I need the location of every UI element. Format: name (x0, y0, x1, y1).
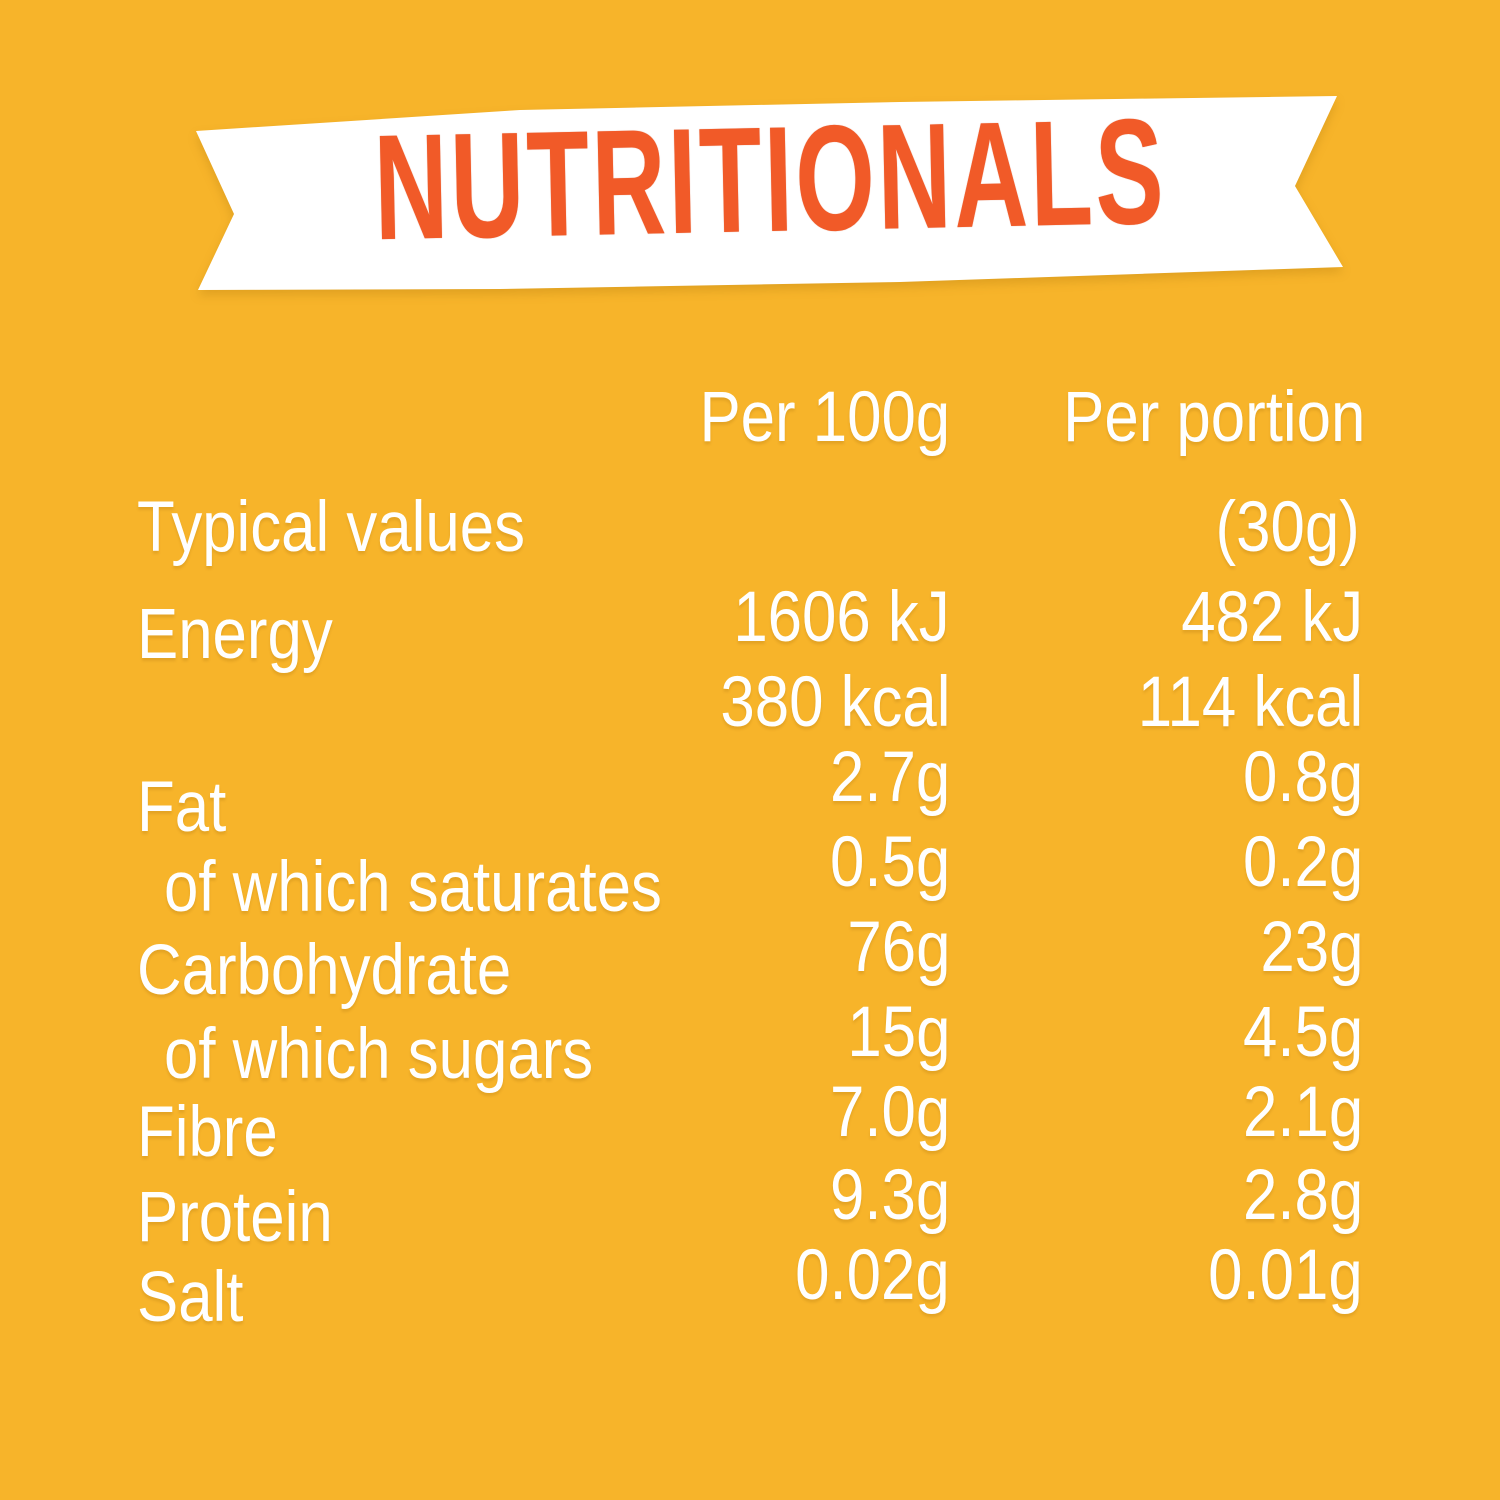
row-label-carbohydrate: Carbohydrate (137, 931, 512, 1010)
value-protein-per-portion: 2.8g (1242, 1156, 1363, 1235)
column-header-per-100g: Per 100g (699, 378, 950, 457)
value-sugars-per-100g: 15g (846, 993, 950, 1072)
value-energy-kcal-per-portion: 114 kcal (1137, 663, 1363, 742)
ribbon-shape (196, 96, 1343, 290)
portion-size: (30g) (1215, 488, 1360, 567)
column-header-per-portion: Per portion (1062, 378, 1365, 457)
value-fat-per-portion: 0.8g (1242, 738, 1363, 817)
value-carbohydrate-per-100g: 76g (846, 908, 950, 987)
value-fibre-per-100g: 7.0g (829, 1073, 950, 1152)
row-label-protein: Protein (137, 1178, 333, 1257)
value-carbohydrate-per-portion: 23g (1259, 908, 1363, 987)
value-protein-per-100g: 9.3g (829, 1156, 950, 1235)
value-fat-per-100g: 2.7g (829, 738, 950, 817)
value-salt-per-100g: 0.02g (795, 1236, 950, 1315)
row-label-of-which-sugars: of which sugars (164, 1015, 594, 1094)
row-label-energy: Energy (137, 595, 333, 674)
value-sugars-per-portion: 4.5g (1242, 993, 1363, 1072)
row-label-typical-values: Typical values (137, 488, 525, 567)
value-energy-kcal-per-100g: 380 kcal (719, 663, 950, 742)
page-title: NUTRITIONALS (372, 86, 1168, 272)
row-label-fat: Fat (137, 768, 227, 847)
value-saturates-per-100g: 0.5g (829, 823, 950, 902)
row-label-of-which-saturates: of which saturates (164, 848, 662, 927)
row-label-salt: Salt (137, 1258, 244, 1337)
value-salt-per-portion: 0.01g (1208, 1236, 1363, 1315)
value-fibre-per-portion: 2.1g (1242, 1073, 1363, 1152)
value-energy-kj-per-portion: 482 kJ (1181, 578, 1363, 657)
ribbon-banner (196, 96, 1343, 290)
value-energy-kj-per-100g: 1606 kJ (733, 578, 950, 657)
row-label-fibre: Fibre (137, 1093, 278, 1172)
value-saturates-per-portion: 0.2g (1242, 823, 1363, 902)
